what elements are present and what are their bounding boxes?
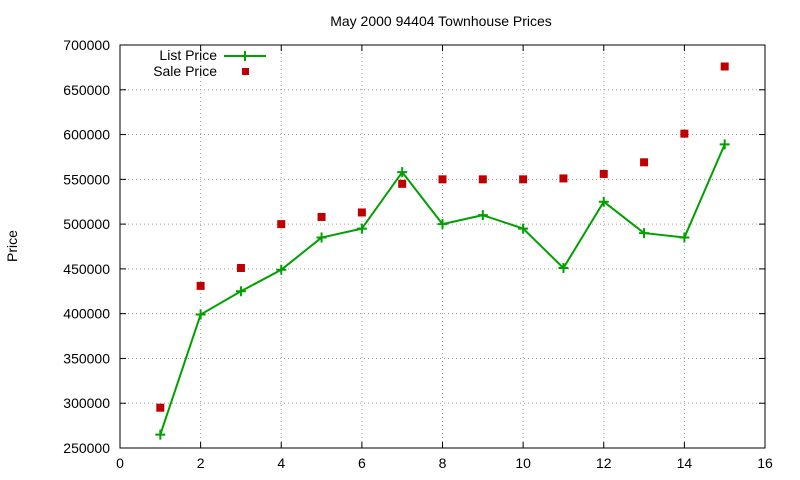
- sale-price-point: [599, 169, 608, 178]
- y-tick-label: 350000: [63, 350, 110, 366]
- list-price-point: [518, 223, 529, 234]
- y-tick-label: 550000: [63, 171, 110, 187]
- sale-price-point: [398, 179, 407, 188]
- list-price-point: [155, 429, 166, 440]
- legend: List Price Sale Price: [153, 47, 266, 79]
- y-tick-label: 600000: [63, 127, 110, 143]
- plot-frame: [119, 44, 766, 449]
- x-tick-label: 4: [277, 455, 285, 471]
- x-tick-label: 2: [197, 455, 205, 471]
- list-price-point: [598, 196, 609, 207]
- sale-price-point: [680, 129, 689, 138]
- legend-label-sale-price: Sale Price: [153, 63, 217, 79]
- x-tick-label: 8: [439, 455, 447, 471]
- x-tick-label: 14: [677, 455, 693, 471]
- y-tick-label: 700000: [63, 37, 110, 53]
- list-price-point: [356, 223, 367, 234]
- x-tick-label: 16: [757, 455, 773, 471]
- y-tick-label: 250000: [63, 440, 110, 456]
- list-price-point: [437, 219, 448, 230]
- sale-price-point: [277, 220, 286, 229]
- list-price-point: [397, 167, 408, 178]
- sale-price-point: [519, 175, 528, 184]
- legend-marker-list-price: [240, 51, 250, 61]
- sale-price-point: [357, 208, 366, 217]
- x-tick-label: 12: [596, 455, 612, 471]
- legend-marker-sale-price: [242, 68, 249, 75]
- x-tick-label: 10: [515, 455, 531, 471]
- list-price-point: [679, 232, 690, 243]
- list-price-point: [235, 286, 246, 297]
- list-price-point: [195, 309, 206, 320]
- grid: [120, 45, 765, 448]
- sale-price-point: [640, 158, 649, 167]
- y-tick-label: 300000: [63, 395, 110, 411]
- sale-price-point: [156, 403, 165, 412]
- list-price-point: [558, 262, 569, 273]
- sale-price-point: [559, 174, 568, 183]
- y-axis-label: Price: [4, 230, 20, 262]
- y-tick-label: 650000: [63, 82, 110, 98]
- x-tick-label: 0: [116, 455, 124, 471]
- list-price-point: [316, 232, 327, 243]
- sale-price-point: [317, 212, 326, 221]
- sale-price-point: [720, 62, 729, 71]
- sale-price-point: [196, 281, 205, 290]
- chart-title: May 2000 94404 Townhouse Prices: [330, 13, 552, 29]
- y-tick-label: 500000: [63, 216, 110, 232]
- list-price-point: [719, 139, 730, 150]
- series-layer: [155, 62, 730, 440]
- list-price-point: [477, 210, 488, 221]
- legend-label-list-price: List Price: [159, 47, 217, 63]
- list-price-point: [639, 228, 650, 239]
- list-price-point: [276, 264, 287, 275]
- sale-price-point: [478, 175, 487, 184]
- sale-price-point: [438, 175, 447, 184]
- sale-price-point: [236, 263, 245, 272]
- y-tick-label: 400000: [63, 306, 110, 322]
- x-tick-label: 6: [358, 455, 366, 471]
- y-tick-label: 450000: [63, 261, 110, 277]
